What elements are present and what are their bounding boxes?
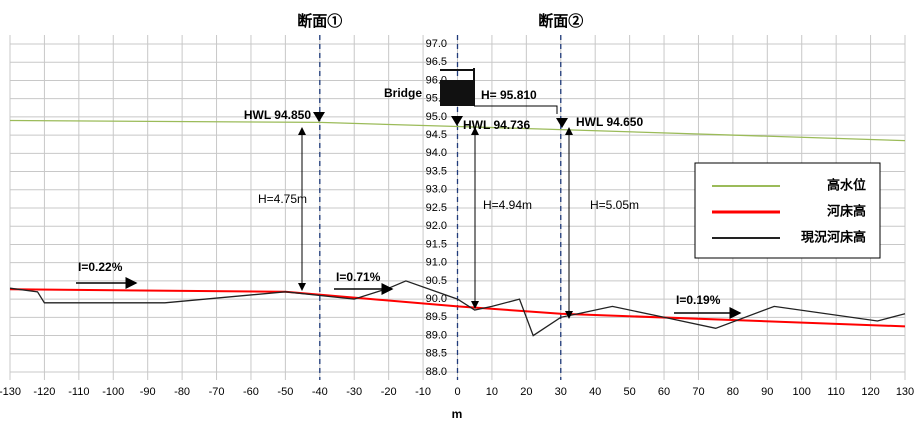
x-tick-label: 100 [793, 386, 811, 398]
section-label: 断面② [538, 12, 583, 30]
legend-label: 現況河床高 [801, 229, 866, 244]
y-tick-label: 89.0 [426, 329, 447, 341]
legend-label: 河床高 [827, 203, 866, 218]
bridge-leader [474, 105, 558, 114]
x-tick-label: -60 [243, 386, 259, 398]
x-tick-label: 80 [727, 386, 739, 398]
y-tick-label: 88.5 [426, 348, 447, 360]
y-tick-label: 92.0 [426, 220, 447, 232]
hwl-label: HWL 94.736 [463, 118, 530, 132]
slope-label: I=0.22% [78, 260, 123, 274]
x-tick-label: 90 [761, 386, 773, 398]
x-tick-label: -90 [140, 386, 156, 398]
y-tick-label: 88.0 [426, 366, 447, 378]
slope-label: I=0.71% [336, 270, 381, 284]
y-tick-label: 93.0 [426, 184, 447, 196]
bridge-deck [440, 80, 474, 106]
hwl-marker [556, 118, 568, 128]
y-tick-label: 94.0 [426, 147, 447, 159]
depth-label: H=5.05m [590, 198, 639, 212]
y-tick-label: 91.5 [426, 238, 447, 250]
depth-label: H=4.75m [258, 192, 307, 206]
x-tick-label: -120 [33, 386, 55, 398]
y-tick-label: 95.0 [426, 111, 447, 123]
legend-label: 高水位 [827, 177, 866, 192]
series-line [9, 119, 906, 142]
bridge-label: Bridge [384, 86, 422, 100]
x-tick-label: 70 [692, 386, 704, 398]
x-tick-label: 130 [896, 386, 914, 398]
x-tick-label: 20 [520, 386, 532, 398]
y-tick-label: 89.5 [426, 311, 447, 323]
x-tick-label: -130 [0, 386, 21, 398]
bridge-height: H= 95.810 [481, 88, 537, 102]
x-tick-label: 120 [861, 386, 879, 398]
hwl-label: HWL 94.650 [576, 115, 643, 129]
x-tick-label: 60 [658, 386, 670, 398]
series-line [9, 288, 906, 328]
x-tick-label: 30 [555, 386, 567, 398]
x-tick-label: -40 [312, 386, 328, 398]
section-label: 断面① [297, 12, 342, 30]
y-tick-label: 96.5 [426, 56, 447, 68]
y-tick-label: 90.5 [426, 275, 447, 287]
depth-label: H=4.94m [483, 198, 532, 212]
y-tick-label: 97.0 [426, 38, 447, 50]
x-tick-label: 10 [486, 386, 498, 398]
hwl-label: HWL 94.850 [244, 108, 311, 122]
x-tick-label: 40 [589, 386, 601, 398]
x-tick-label: -80 [174, 386, 190, 398]
x-tick-label: -100 [102, 386, 124, 398]
x-tick-label: 50 [623, 386, 635, 398]
y-tick-label: 93.5 [426, 165, 447, 177]
x-axis-label: m [452, 407, 463, 421]
x-tick-label: -50 [277, 386, 293, 398]
y-tick-label: 90.0 [426, 293, 447, 305]
hwl-marker [451, 116, 463, 126]
x-tick-label: 110 [827, 386, 845, 398]
x-tick-label: -70 [209, 386, 225, 398]
x-tick-label: -10 [415, 386, 431, 398]
x-tick-label: -110 [68, 386, 89, 398]
series-line [9, 280, 906, 337]
y-tick-label: 92.5 [426, 202, 447, 214]
slope-label: I=0.19% [676, 293, 721, 307]
x-tick-label: 0 [454, 386, 460, 398]
y-tick-label: 94.5 [426, 129, 447, 141]
y-tick-label: 91.0 [426, 257, 447, 269]
x-tick-label: -20 [381, 386, 397, 398]
hwl-marker [313, 112, 325, 122]
x-tick-label: -30 [346, 386, 362, 398]
